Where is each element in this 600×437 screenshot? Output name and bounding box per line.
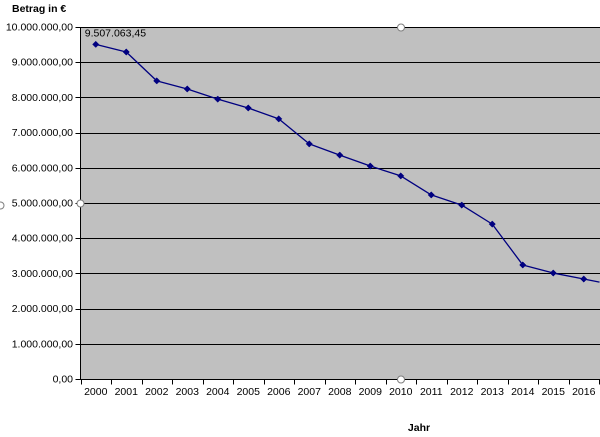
plot-area-handle-top[interactable] [397,23,405,32]
x-tick-label: 2009 [359,386,383,398]
x-axis[interactable]: 2000 2001 2002 2003 2004 2005 2006 2007 2008 2009… [80,379,600,399]
x-tick-label: 2003 [176,386,200,398]
data-point-2014[interactable] [519,261,527,269]
x-axis-title: Jahr [408,422,430,434]
data-point-2015[interactable] [549,269,557,277]
data-point-2016[interactable] [580,275,588,283]
y-tick-label: 5.000.000,00 [12,198,73,210]
data-point-2002[interactable] [153,77,161,85]
x-tick-label: 2012 [450,386,474,398]
y-axis-title: Betrag in € [12,3,66,15]
series[interactable] [92,40,600,283]
y-tick-label: 7.000.000,00 [12,127,73,139]
data-point-2000[interactable] [92,40,100,48]
data-point-2012[interactable] [458,201,466,209]
data-point-2010[interactable] [397,172,405,180]
plot-area-handle-bottom[interactable] [397,375,405,384]
chart-area-handle-left[interactable] [0,201,5,210]
data-point-2009[interactable] [366,162,374,170]
x-tick-label: 2011 [420,386,443,398]
data-point-2008[interactable] [336,151,344,159]
x-tick-label: 2004 [206,386,230,398]
y-tick-label: 2.000.000,00 [12,303,73,315]
x-tick-label: 2013 [481,386,505,398]
x-tick-label: 2005 [237,386,261,398]
x-tick-label: 2008 [328,386,352,398]
data-label: 9.507.063,45 [85,27,146,39]
x-tick-label: 2016 [572,386,596,398]
x-tick-label: 2001 [115,386,139,398]
y-tick-label: 8.000.000,00 [12,92,73,104]
x-tick-label: 2007 [298,386,322,398]
gridlines [80,27,600,345]
data-labels: 9.507.063,45 [85,27,146,39]
y-tick-label: 9.000.000,00 [12,57,73,69]
data-point-2004[interactable] [214,95,222,103]
series-line[interactable] [95,43,600,283]
data-point-2001[interactable] [122,48,130,56]
data-point-2005[interactable] [244,104,252,112]
y-axis[interactable]: 0,00 1.000.000,00 2.000.000,00 3.000.000,00… [6,22,81,386]
x-tick-label: 2002 [145,386,169,398]
x-tick-label: 2014 [511,386,535,398]
data-point-2007[interactable] [305,140,313,148]
plot-area-handle-left[interactable] [76,199,85,208]
y-tick-label: 4.000.000,00 [12,233,73,245]
x-tick-label: 2000 [84,386,108,398]
x-tick-label: 2015 [542,386,566,398]
y-tick-label: 1.000.000,00 [12,338,73,350]
data-point-2006[interactable] [275,115,283,123]
y-tick-label: 0,00 [53,374,74,386]
selection-handles [0,23,405,384]
y-tick-label: 3.000.000,00 [12,268,73,280]
y-tick-label: 6.000.000,00 [12,162,73,174]
x-tick-label: 2010 [389,386,413,398]
data-point-2011[interactable] [427,191,435,199]
data-point-2003[interactable] [183,85,191,93]
y-tick-label: 10.000.000,00 [6,22,73,34]
data-point-2013[interactable] [488,220,496,228]
x-tick-label: 2006 [267,386,291,398]
